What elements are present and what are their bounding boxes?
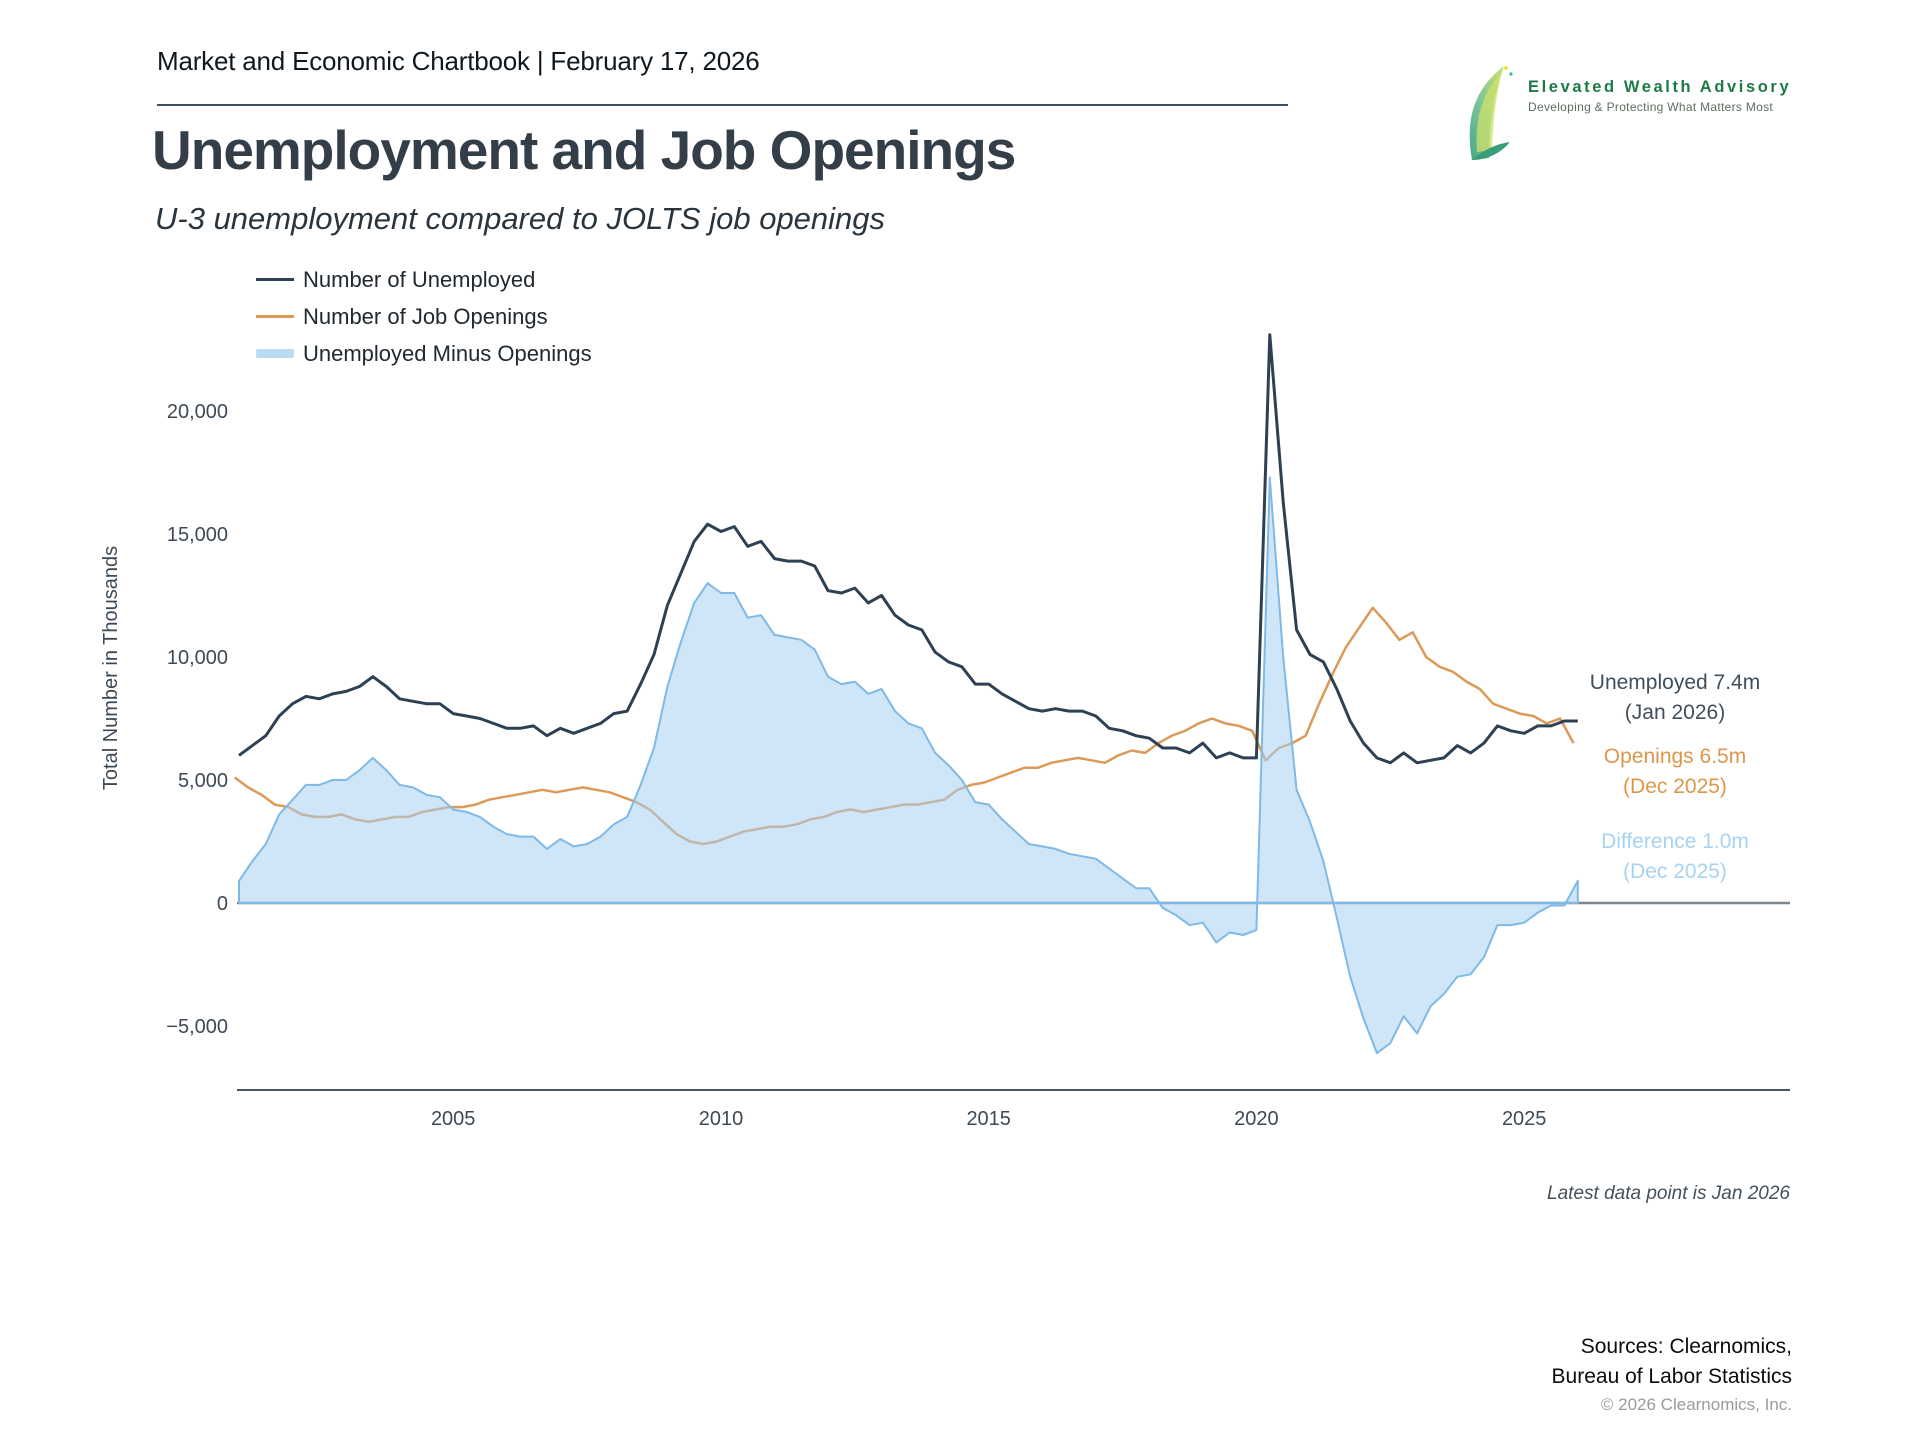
callout-unemployed-date: (Jan 2026) [1624,701,1726,724]
latest-data-note: Latest data point is Jan 2026 [1547,1183,1790,1204]
y-tick-label: 5,000 [178,770,228,792]
y-axis-title: Total Number in Thousands [100,546,122,790]
x-tick-label: 2020 [1234,1108,1279,1130]
openings-line-swatch [256,315,294,318]
legend-label: Unemployed Minus Openings [303,340,592,366]
callout-openings: Openings 6.5m (Dec 2025) [1552,742,1798,802]
callout-difference: Difference 1.0m (Dec 2025) [1552,827,1798,887]
callout-unemployed: Unemployed 7.4m (Jan 2026) [1552,668,1798,728]
y-tick-label: 20,000 [167,401,228,423]
y-tick-label: 0 [217,893,228,915]
callout-unemployed-value: Unemployed 7.4m [1589,671,1761,694]
brand-text: Elevated Wealth Advisory Developing & Pr… [1528,62,1791,114]
y-tick-label: 10,000 [167,647,228,669]
brand-tagline: Developing & Protecting What Matters Mos… [1528,100,1774,114]
y-tick-label: −5,000 [166,1016,228,1038]
brand-name: Elevated Wealth Advisory [1528,78,1792,96]
sources-block: Sources: Clearnomics, Bureau of Labor St… [1552,1332,1792,1415]
legend-item-difference: Unemployed Minus Openings [256,335,592,372]
y-tick-label: 15,000 [167,524,228,546]
page-title: Unemployment and Job Openings [152,119,1016,181]
x-tick-label: 2010 [699,1108,744,1130]
brand-logo: Elevated Wealth Advisory Developing & Pr… [1466,62,1791,162]
leaf-swoosh-icon [1469,66,1513,160]
legend-label: Number of Unemployed [303,266,536,292]
callout-difference-date: (Dec 2025) [1623,860,1727,883]
difference-area [238,476,1579,1055]
x-axis-ticks: 2005 2010 2015 2020 2025 [431,1108,1547,1130]
callout-openings-date: (Dec 2025) [1623,775,1727,798]
chart-legend: Number of Unemployed Number of Job Openi… [256,261,592,372]
callout-openings-value: Openings 6.5m [1603,745,1747,768]
header-divider [157,104,1288,106]
unemployed-line [238,333,1578,765]
difference-band-swatch [256,349,294,358]
report-header: Market and Economic Chartbook | February… [157,46,760,76]
legend-item-openings: Number of Job Openings [256,298,592,335]
legend-label: Number of Job Openings [303,303,548,329]
x-tick-label: 2005 [431,1108,476,1130]
unemployed-line-swatch [256,278,294,281]
sources-line-1: Sources: Clearnomics, [1580,1335,1792,1358]
legend-item-unemployed: Number of Unemployed [256,261,592,298]
page-subtitle: U-3 unemployment compared to JOLTS job o… [155,201,886,236]
y-axis-ticks: 20,000 15,000 10,000 5,000 0 −5,000 [166,401,228,1038]
copyright: © 2026 Clearnomics, Inc. [1600,1395,1792,1414]
sources-line-2: Bureau of Labor Statistics [1551,1365,1792,1388]
x-tick-label: 2015 [966,1108,1011,1130]
callout-difference-value: Difference 1.0m [1601,830,1749,853]
x-tick-label: 2025 [1502,1108,1547,1130]
